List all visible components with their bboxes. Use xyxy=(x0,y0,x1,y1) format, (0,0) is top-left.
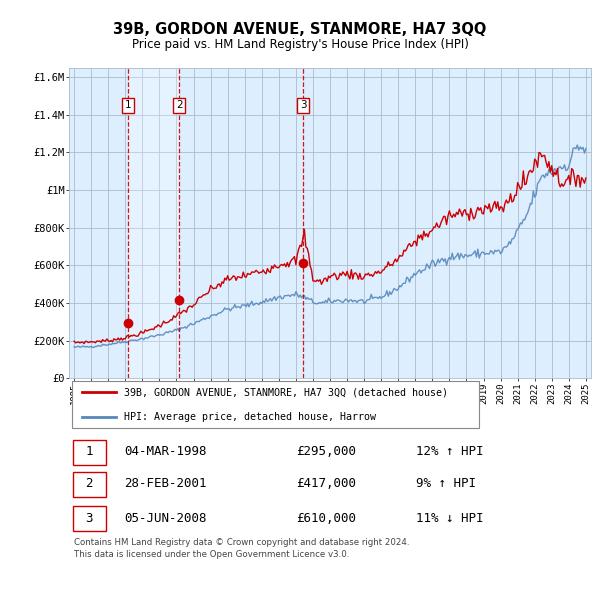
Text: 2: 2 xyxy=(86,477,93,490)
Text: 28-FEB-2001: 28-FEB-2001 xyxy=(124,477,206,490)
Text: 1: 1 xyxy=(125,100,131,110)
Text: £417,000: £417,000 xyxy=(296,477,356,490)
Text: 05-JUN-2008: 05-JUN-2008 xyxy=(124,512,206,525)
FancyBboxPatch shape xyxy=(71,381,479,428)
Text: 04-MAR-1998: 04-MAR-1998 xyxy=(124,445,206,458)
Bar xyxy=(128,68,179,378)
FancyBboxPatch shape xyxy=(73,472,106,497)
Text: 12% ↑ HPI: 12% ↑ HPI xyxy=(416,445,484,458)
Text: 39B, GORDON AVENUE, STANMORE, HA7 3QQ: 39B, GORDON AVENUE, STANMORE, HA7 3QQ xyxy=(113,22,487,37)
Text: HPI: Average price, detached house, Harrow: HPI: Average price, detached house, Harr… xyxy=(124,412,376,422)
Text: 9% ↑ HPI: 9% ↑ HPI xyxy=(416,477,476,490)
Text: £295,000: £295,000 xyxy=(296,445,356,458)
Text: 3: 3 xyxy=(86,512,93,525)
FancyBboxPatch shape xyxy=(73,506,106,531)
Text: Price paid vs. HM Land Registry's House Price Index (HPI): Price paid vs. HM Land Registry's House … xyxy=(131,38,469,51)
Text: 1: 1 xyxy=(86,445,93,458)
Text: 39B, GORDON AVENUE, STANMORE, HA7 3QQ (detached house): 39B, GORDON AVENUE, STANMORE, HA7 3QQ (d… xyxy=(124,388,448,398)
Text: Contains HM Land Registry data © Crown copyright and database right 2024.
This d: Contains HM Land Registry data © Crown c… xyxy=(74,538,410,559)
FancyBboxPatch shape xyxy=(73,440,106,464)
Text: 11% ↓ HPI: 11% ↓ HPI xyxy=(416,512,484,525)
Text: 2: 2 xyxy=(176,100,182,110)
Text: £610,000: £610,000 xyxy=(296,512,356,525)
Text: 3: 3 xyxy=(300,100,307,110)
